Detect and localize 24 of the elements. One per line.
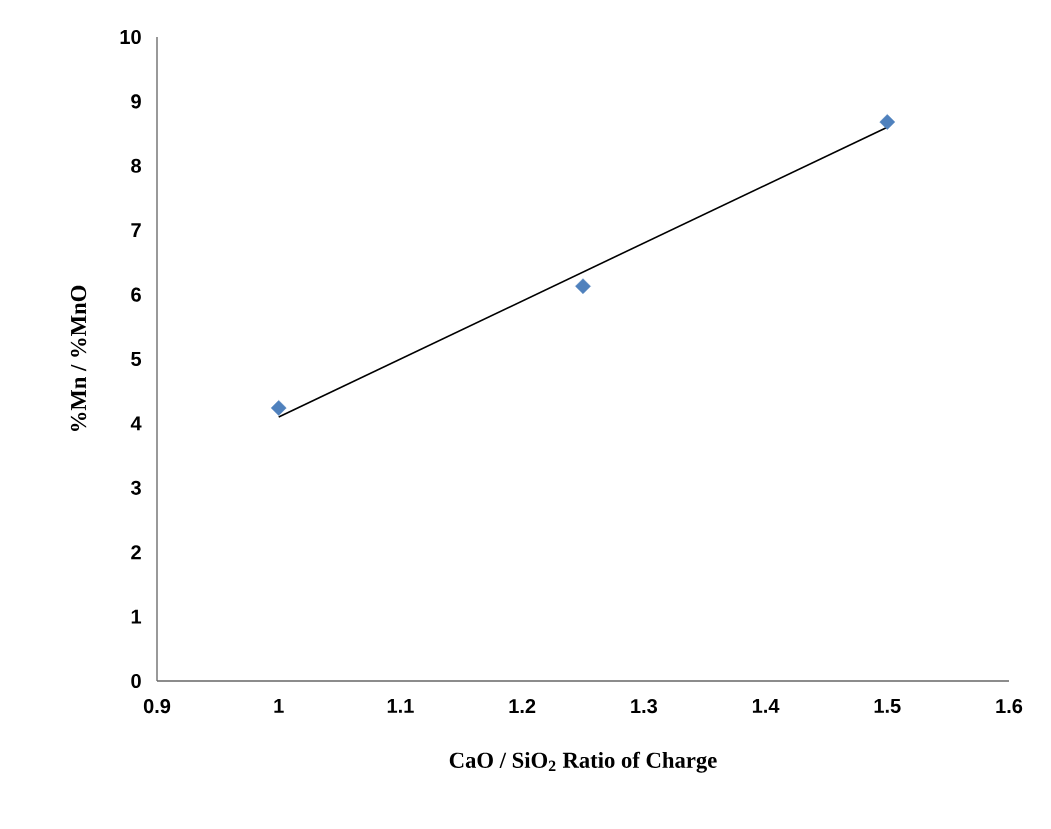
x-tick-label: 1 bbox=[274, 699, 284, 713]
y-tick-label: 3 bbox=[130, 480, 141, 495]
x-tick-label: 0.9 bbox=[143, 699, 171, 714]
y-tick-label: 6 bbox=[131, 287, 141, 302]
x-axis-title: CaO / SiO$_{2}$ Ratio of Charge bbox=[449, 751, 717, 773]
y-tick-label: 0 bbox=[131, 673, 141, 689]
y-tick-label: 1 bbox=[131, 609, 142, 624]
y-tick-label: 7 bbox=[131, 223, 141, 238]
x-tick-label: 1.6 bbox=[996, 699, 1023, 714]
y-tick-label: 5 bbox=[131, 352, 142, 366]
point bbox=[270, 400, 287, 416]
y-tick-label: 10 bbox=[120, 29, 141, 45]
x-tick-label: 1.2 bbox=[509, 699, 536, 713]
x-tick-label: 1.5 bbox=[874, 699, 901, 713]
x-tick-label: 1.3 bbox=[631, 699, 658, 714]
x-tick-label: 1.4 bbox=[752, 699, 780, 713]
x-tick-label: 1.1 bbox=[387, 699, 414, 713]
y-tick-label: 9 bbox=[131, 94, 141, 109]
point bbox=[879, 114, 896, 130]
y-tick-label: 2 bbox=[131, 545, 141, 560]
y-axis-title: %Mn / %MnO bbox=[70, 285, 87, 431]
y-tick-label: 4 bbox=[130, 416, 142, 431]
y-tick-label: 8 bbox=[131, 158, 141, 173]
point bbox=[575, 278, 591, 295]
